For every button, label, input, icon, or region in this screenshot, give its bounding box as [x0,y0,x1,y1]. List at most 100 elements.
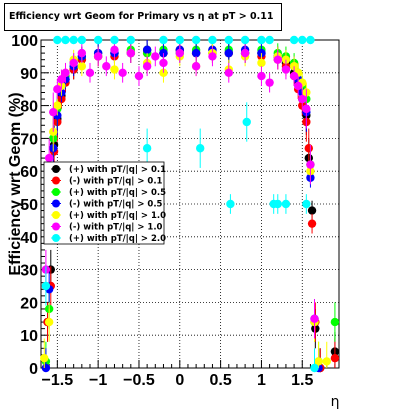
data-point [302,199,311,209]
legend-entry: (-) with pT/|q| > 1.0 [69,223,163,233]
data-point [44,317,54,327]
data-point [224,68,233,78]
data-point [293,81,303,91]
data-point [306,35,315,45]
data-point [298,35,307,45]
data-point [314,357,323,366]
data-point [44,153,54,163]
data-point [310,314,319,323]
y-tick-label: 0 [29,361,38,378]
y-tick-label: 70 [20,131,38,148]
data-point [126,35,136,45]
y-tick-label: 90 [20,66,38,83]
data-point [208,35,217,45]
data-point [240,48,250,58]
legend-entry: (+) with pT/|q| > 0.1 [69,165,166,175]
data-point [330,317,340,327]
data-point [281,65,291,74]
data-point [289,71,299,81]
x-tick-label: −0.5 [123,372,155,389]
x-tick-label: 1.5 [291,372,313,389]
data-point [85,68,95,78]
data-point [242,117,251,127]
data-point [61,35,70,45]
data-point [69,35,78,45]
y-tick-label: 20 [20,295,38,312]
y-tick-label: 10 [20,328,38,345]
data-point [159,58,168,68]
data-point [53,85,62,94]
data-point [118,68,127,78]
data-point [224,48,233,58]
data-point [110,35,119,45]
axis-ticks: −1.5 −1 −0.5 0 0.5 1 1.5 0 10 20 30 40 50 60 70 80 90 100 [11,33,336,389]
data-point [53,35,62,45]
legend-marker [52,234,60,242]
data-point [151,52,160,61]
y-tick-label: 40 [20,230,38,247]
x-tick-label: 0 [175,372,184,389]
legend-marker [52,165,60,173]
data-point [281,199,291,209]
data-point [196,144,205,153]
data-point [49,107,58,117]
legend-marker [52,188,60,196]
data-point [273,55,282,64]
data-point [224,35,233,45]
data-point [208,52,217,61]
data-point [191,62,201,71]
data-point [57,75,66,84]
data-point [142,144,152,153]
data-point [110,45,119,55]
data-point [307,219,317,228]
data-point [40,353,49,363]
data-point [330,353,340,363]
data-point [257,58,266,68]
data-point [191,48,201,58]
data-point [191,35,201,45]
data-point [126,48,136,58]
data-point [298,94,307,104]
legend-marker [52,199,60,208]
data-point [77,62,87,71]
legend-entry: (-) with pT/|q| > 0.5 [69,200,163,210]
legend-entry: (+) with pT/|q| > 1.0 [69,211,166,221]
data-point [69,58,78,68]
data-point [273,199,282,209]
data-point [257,35,266,45]
data-point [257,71,266,81]
y-tick-label: 50 [20,197,38,214]
legend: (+) with pT/|q| > 0.1 (-) with pT/|q| > 0… [43,161,166,245]
data-point [310,363,319,373]
data-point [134,71,144,81]
legend-entry: (-) with pT/|q| > 0.1 [69,177,163,187]
legend-entry: (+) with pT/|q| > 0.5 [69,188,166,198]
y-tick-label: 100 [11,33,38,50]
data-point [322,357,331,366]
legend-entry: (+) with pT/|q| > 2.0 [69,234,166,244]
data-point [93,52,103,61]
data-point [77,35,87,45]
data-point [110,65,119,74]
legend-marker [52,176,60,185]
data-point [240,35,250,45]
data-point [289,35,299,45]
chart-title: Efficiency wrt Geom for Primary vs η at … [4,3,282,31]
data-point [265,78,274,87]
data-point [93,35,103,45]
x-tick-label: 1 [257,372,266,389]
series-7 [41,35,319,373]
data-point [307,206,317,215]
y-axis-label: Efficiency wrt Geom (%) [7,92,24,275]
data-point [302,104,311,114]
x-tick-label: −1 [89,372,107,389]
data-point [265,35,274,45]
data-point [142,45,152,55]
legend-marker [52,211,60,219]
data-point [41,281,51,291]
data-point [53,101,62,110]
data-points [40,35,340,373]
x-tick-label: 0.5 [209,372,231,389]
y-tick-label: 30 [20,263,38,280]
legend-box [43,161,165,245]
